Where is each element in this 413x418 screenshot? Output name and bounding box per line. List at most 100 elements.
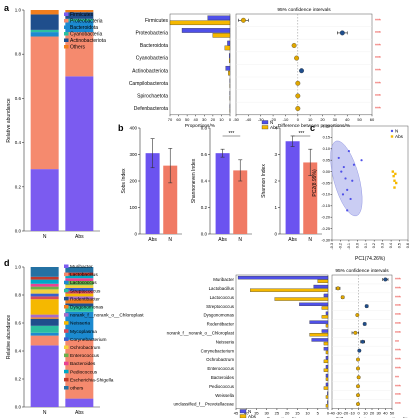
significance-label: *** bbox=[375, 107, 381, 113]
stack-segment bbox=[30, 29, 59, 33]
legend-label: Escherichia-Shigella bbox=[70, 377, 114, 383]
y-tick-label: -0.30 bbox=[321, 238, 330, 242]
prop-tick-label: 20 bbox=[285, 411, 290, 416]
significance-label: *** bbox=[395, 366, 401, 372]
significance-label: *** bbox=[298, 131, 304, 137]
x-tick-label: N bbox=[168, 237, 172, 243]
scatter-point-N bbox=[341, 193, 345, 196]
prop-tick-label: 0 bbox=[327, 411, 330, 416]
diff-tick-label: 40 bbox=[383, 411, 388, 416]
significance-label: *** bbox=[228, 131, 234, 137]
legend-swatch bbox=[64, 313, 69, 317]
y-tick-label: -0.10 bbox=[321, 193, 330, 197]
diff-tick-label: 50 bbox=[390, 411, 395, 416]
prop-tick-label: 35 bbox=[254, 411, 259, 416]
legend-swatch bbox=[64, 45, 69, 49]
diff-tick-label: 0 bbox=[358, 411, 361, 416]
y-tick-label: 0 bbox=[134, 232, 137, 237]
stack-segment bbox=[30, 318, 59, 326]
category-label: Ochrobactrum bbox=[206, 357, 234, 362]
legend-swatch bbox=[64, 353, 69, 358]
y-tick-label: 0.0 bbox=[15, 229, 22, 234]
diff-point bbox=[356, 402, 360, 406]
y-tick-label: 0.8 bbox=[201, 126, 208, 131]
scatter-point-Abs bbox=[394, 181, 398, 185]
legend-swatch bbox=[64, 345, 69, 349]
prop-xlabel: Proportions/% bbox=[267, 417, 298, 418]
x-tick-label: Abs bbox=[148, 237, 157, 243]
legend-label: Lactobacillus bbox=[70, 272, 98, 278]
proportion-bar-Abs bbox=[317, 279, 329, 283]
prop-tick-label: 50 bbox=[185, 117, 190, 122]
legend-label: Bacteroides bbox=[70, 361, 96, 367]
proportion-bar-N bbox=[323, 293, 329, 298]
stack-segment bbox=[65, 296, 94, 300]
y-tick-label: 0.10 bbox=[323, 147, 330, 151]
stack-segment bbox=[30, 32, 59, 37]
index-bar bbox=[285, 141, 300, 234]
proportion-bar-Abs bbox=[325, 395, 329, 399]
x-axis-label: PC1(74.26%) bbox=[355, 256, 385, 262]
prop-tick-label: 5 bbox=[317, 411, 320, 416]
legend-swatch bbox=[64, 386, 69, 390]
category-label: Bacteroides bbox=[211, 375, 235, 380]
index-bar bbox=[163, 165, 178, 234]
stack-segment bbox=[30, 267, 59, 277]
scatter-point-N bbox=[344, 177, 347, 180]
diff-point bbox=[362, 322, 367, 326]
y-tick-label: -0.20 bbox=[321, 216, 330, 220]
y-tick-label: 0.00 bbox=[323, 170, 330, 174]
legend-label: Others bbox=[70, 45, 86, 51]
stack-segment bbox=[65, 398, 94, 407]
stack-segment bbox=[65, 293, 94, 297]
legend-swatch bbox=[64, 329, 69, 333]
legend-swatch bbox=[64, 321, 69, 325]
y-tick-label: 3 bbox=[274, 152, 277, 157]
diff-point bbox=[364, 304, 369, 309]
y-tick-label: 0.8 bbox=[15, 52, 22, 57]
category-label: Neisseria bbox=[216, 339, 235, 344]
prop-tick-label: 70 bbox=[168, 117, 173, 122]
legend-swatch bbox=[64, 305, 69, 309]
proportion-bar-N bbox=[321, 329, 329, 333]
y-tick-label: 0.4 bbox=[15, 140, 22, 145]
index-bar bbox=[145, 153, 160, 234]
category-label: Streptococcus bbox=[206, 304, 235, 309]
legend-label: Enterococcus bbox=[70, 353, 100, 359]
index-bar bbox=[303, 162, 318, 234]
legend-label-Abs: Abs bbox=[248, 414, 257, 418]
x-tick-label: 0.4 bbox=[389, 243, 393, 248]
stack-segment bbox=[65, 311, 94, 340]
stack-segment bbox=[30, 335, 59, 346]
legend-label: others bbox=[70, 386, 84, 392]
legend-label: Actinobacteriota bbox=[70, 38, 106, 44]
diff-tick-label: 20 bbox=[320, 117, 325, 122]
stack-segment bbox=[65, 267, 94, 273]
stack-segment bbox=[65, 12, 94, 19]
legend-swatch bbox=[64, 25, 69, 29]
diff-tick-label: -10 bbox=[349, 411, 356, 416]
y-tick-label: 1 bbox=[274, 205, 277, 210]
legend-swatch-Abs bbox=[239, 414, 247, 418]
diff-tick-label: -40 bbox=[329, 411, 336, 416]
legend-label-N: N bbox=[395, 129, 398, 134]
diff-point bbox=[295, 93, 301, 99]
proportion-bar-N bbox=[327, 391, 329, 396]
legend-swatch bbox=[64, 288, 69, 293]
x-tick-label: 0.3 bbox=[381, 243, 385, 248]
scatter-point-Abs bbox=[391, 170, 394, 173]
stack-segment bbox=[65, 285, 94, 288]
prop-tick-label: 30 bbox=[202, 117, 207, 122]
y-tick-label: 0.2 bbox=[201, 205, 208, 210]
diff-tick-label: -40 bbox=[245, 117, 252, 122]
x-tick-label: 0.6 bbox=[406, 243, 410, 248]
significance-label: *** bbox=[395, 349, 401, 355]
category-label: Lactococcus bbox=[210, 295, 235, 300]
legend-label: Ochrobactrum bbox=[70, 345, 100, 351]
stack-segment bbox=[30, 279, 59, 284]
stack-segment bbox=[65, 278, 94, 281]
diff-tick-label: -10 bbox=[283, 117, 290, 122]
significance-label: *** bbox=[395, 277, 401, 283]
scatter-point-Abs bbox=[392, 174, 395, 178]
diff-point bbox=[356, 366, 360, 371]
